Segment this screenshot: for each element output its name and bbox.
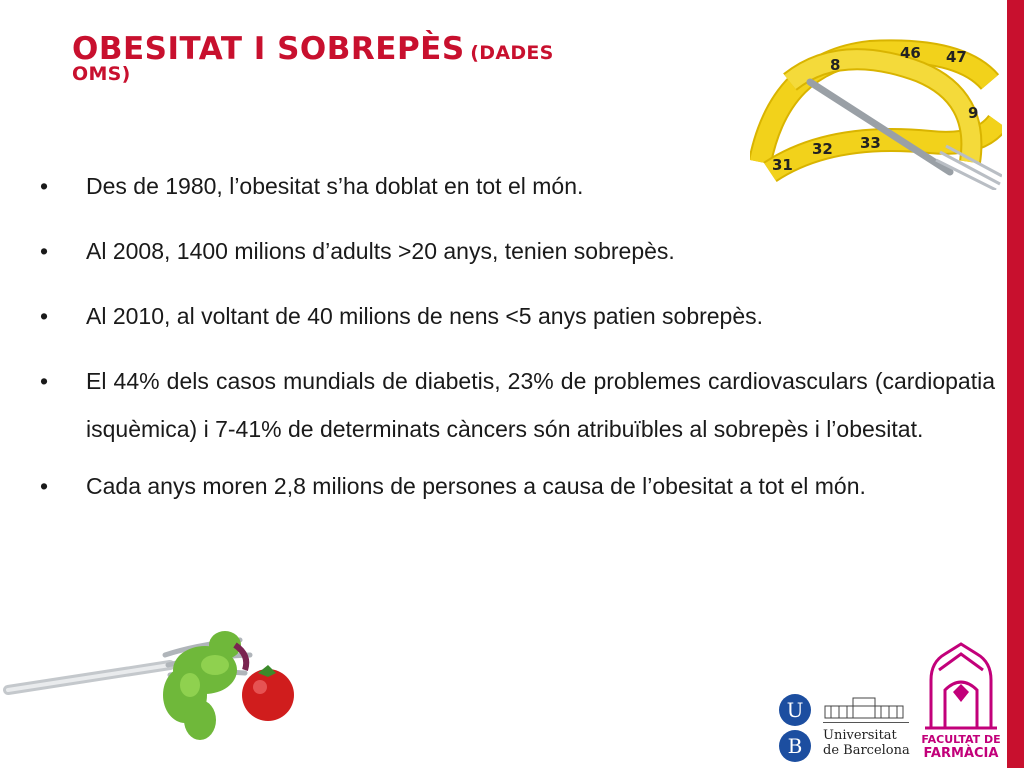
bullet-text: El 44% dels casos mundials de diabetis, … [86,368,995,442]
list-item: • El 44% dels casos mundials de diabetis… [40,357,995,453]
list-item: • Al 2008, 1400 milions d’adults >20 any… [40,235,995,267]
ub-b-badge: B [779,730,811,762]
svg-text:9: 9 [968,104,978,122]
svg-text:31: 31 [772,156,793,174]
svg-text:32: 32 [812,140,833,158]
bullet-list: • Des de 1980, l’obesitat s’ha doblat en… [40,170,995,501]
building-icon [824,697,904,719]
bullet-dot: • [40,303,49,329]
slide-title: Obesitat i sobrepès (DADES OMS) [72,34,692,84]
list-item: • Des de 1980, l’obesitat s’ha doblat en… [40,170,995,202]
faculty-logo: FACULTAT DE FARMÀCIA [915,640,1007,768]
bullet-text: Al 2008, 1400 milions d’adults >20 anys,… [86,238,675,264]
university-logo: U B Universitat de Barcelona [775,688,915,766]
svg-text:46: 46 [900,44,921,62]
svg-text:8: 8 [830,56,840,74]
list-item: • Al 2010, al voltant de 40 milions de n… [40,300,995,332]
bullet-text: Des de 1980, l’obesitat s’ha doblat en t… [86,173,584,199]
bullet-dot: • [40,173,49,199]
ub-u-badge: U [779,694,811,726]
measuring-tape-image: 31 32 33 46 47 8 9 [750,39,1002,190]
university-name: Universitat de Barcelona [823,728,910,758]
bullet-text: Al 2010, al voltant de 40 milions de nen… [86,303,764,329]
title-main: Obesitat i sobrepès [72,31,465,67]
svg-text:47: 47 [946,48,967,66]
svg-text:33: 33 [860,134,881,152]
list-item: • Cada anys moren 2,8 milions de persone… [40,471,995,501]
bullet-dot: • [40,368,49,394]
bullet-dot: • [40,238,49,264]
faculty-name: FACULTAT DE FARMÀCIA [921,733,1001,761]
bullet-text: Cada anys moren 2,8 milions de persones … [86,473,866,499]
accent-side-bar [1007,0,1024,768]
fork-salad-image [3,631,294,740]
bullet-dot: • [40,473,49,499]
faculty-emblem-icon [925,642,997,730]
title-sub: (DADES OMS) [72,42,554,85]
logo-divider [823,722,909,723]
